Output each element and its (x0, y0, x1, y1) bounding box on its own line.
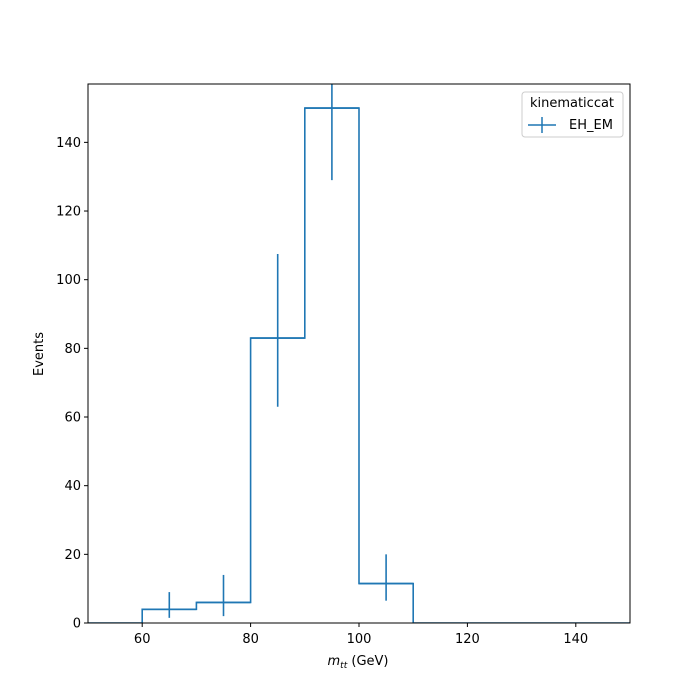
histogram-step-line (88, 107, 630, 623)
x-tick-label: 140 (563, 632, 588, 647)
y-tick-label: 140 (56, 136, 81, 151)
y-tick-label: 60 (64, 411, 81, 426)
x-tick-label: 60 (134, 632, 151, 647)
y-tick-label: 100 (56, 273, 81, 288)
x-axis-label-main: m (328, 654, 341, 669)
x-tick-label: 100 (347, 632, 372, 647)
x-tick-label: 80 (242, 632, 259, 647)
x-axis-label: mtt (GeV) (328, 654, 389, 671)
y-tick-label: 40 (64, 479, 81, 494)
x-tick-label: 120 (455, 632, 480, 647)
y-axis-label: Events (32, 332, 47, 376)
plot-frame (87, 83, 631, 624)
y-axis-ticks: 0 20 40 60 80 100 120 140 (56, 136, 88, 632)
y-tick-label: 80 (64, 342, 81, 357)
y-tick-label: 20 (64, 548, 81, 563)
y-tick-label: 0 (73, 617, 81, 632)
plot-area (88, 84, 630, 623)
legend-title: kinematiccat (530, 96, 614, 111)
x-axis-label-subscript: tt (340, 661, 348, 671)
legend: kinematiccat EH_EM (521, 91, 624, 138)
legend-entry-label: EH_EM (569, 118, 613, 133)
y-tick-label: 120 (56, 205, 81, 220)
x-axis-label-unit: (GeV) (347, 654, 388, 669)
x-axis-ticks: 60 80 100 120 140 (134, 623, 588, 647)
